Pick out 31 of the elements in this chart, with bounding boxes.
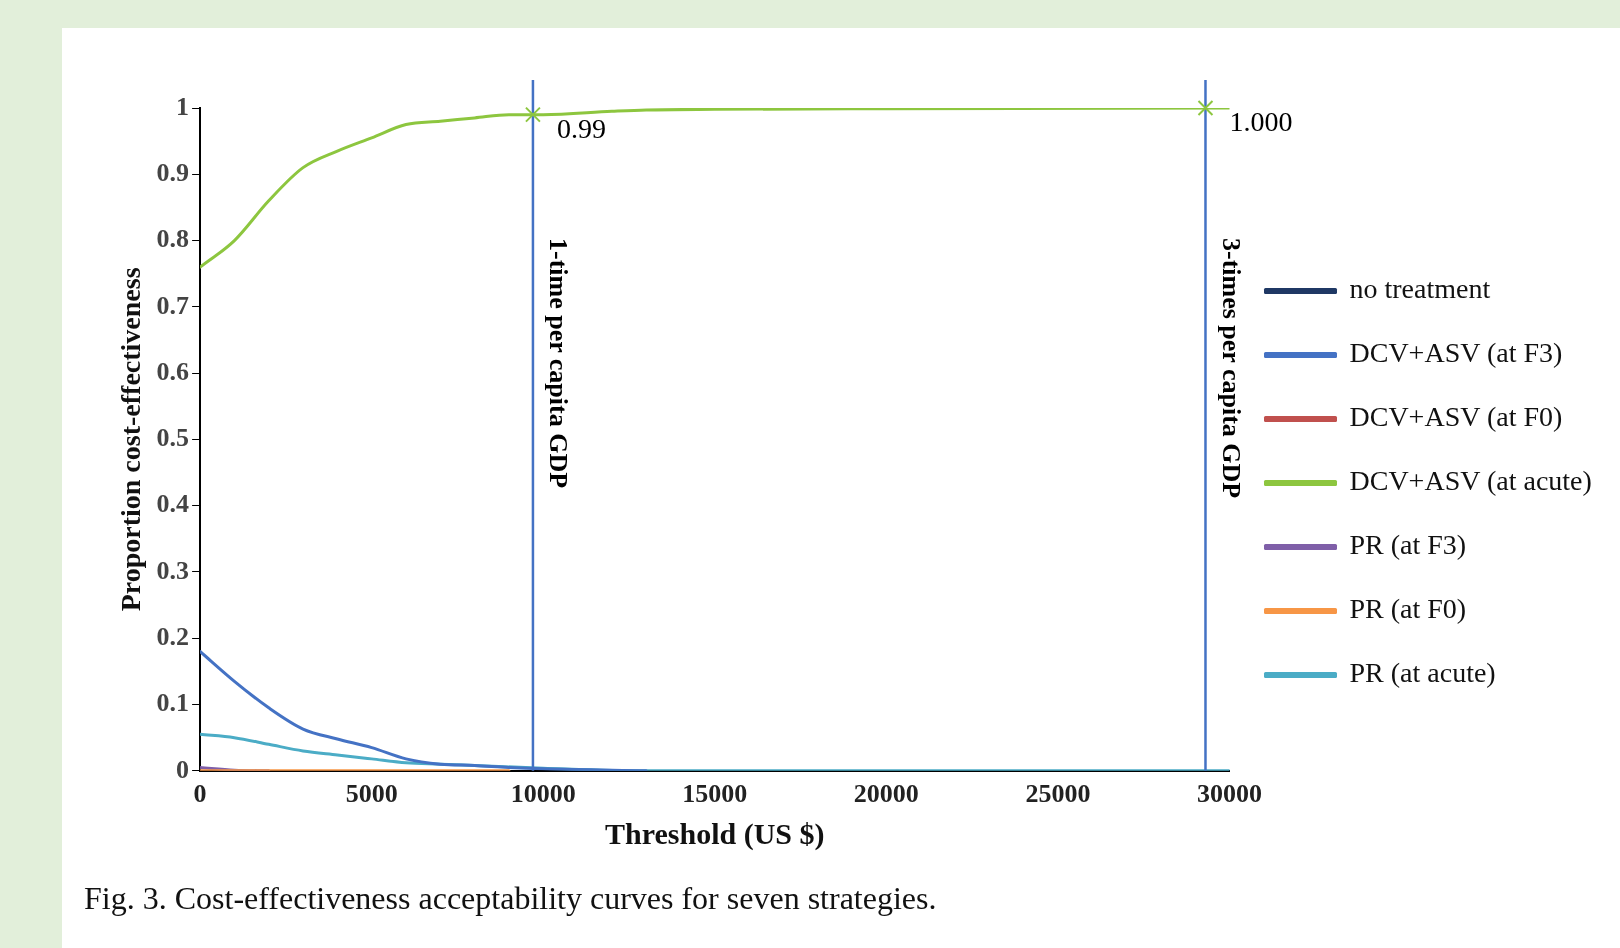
ref-line-label: 3-times per capita GDP: [1216, 238, 1246, 499]
y-tick-label: 0.1: [156, 688, 190, 718]
x-tick-label: 15000: [682, 779, 748, 809]
legend-label: no treatment: [1349, 273, 1491, 305]
y-tick-label: 0.5: [156, 423, 190, 453]
y-tick-label: 0.4: [156, 489, 190, 519]
y-tick-label: 0.6: [156, 356, 190, 386]
y-axis-title: Proportion cost-effectiveness: [115, 267, 147, 612]
x-axis-title: Threshold (US $): [605, 816, 825, 851]
annotation: 1.000: [1229, 106, 1293, 138]
y-tick-label: 0: [176, 754, 190, 784]
x-tick-label: 30000: [1197, 779, 1262, 809]
y-tick-label: 0.7: [156, 290, 190, 320]
y-tick-label: 0.9: [156, 158, 190, 187]
legend-label: PR (at F3): [1349, 529, 1467, 561]
legend-label: PR (at acute): [1349, 657, 1496, 689]
legend-label: DCV+ASV (at acute): [1349, 465, 1592, 497]
x-tick-label: 5000: [345, 779, 398, 809]
x-tick-label: 10000: [510, 779, 576, 809]
annotation: 0.99: [556, 112, 606, 144]
legend-label: PR (at F0): [1349, 593, 1467, 625]
caption: Fig. 3. Cost-effectiveness acceptability curves for seven strategies.: [84, 880, 937, 917]
y-tick-label: 0.2: [156, 621, 190, 651]
y-tick-label: 0.8: [156, 224, 190, 254]
legend-label: DCV+ASV (at F3): [1349, 337, 1563, 369]
legend-label: DCV+ASV (at F0): [1349, 401, 1563, 433]
x-tick-label: 25000: [1025, 779, 1091, 809]
y-tick-label: 1: [176, 91, 190, 121]
y-tick-label: 0.3: [156, 555, 190, 585]
x-tick-label: 20000: [853, 779, 919, 809]
ref-line-label: 1-time per capita GDP: [544, 238, 574, 489]
